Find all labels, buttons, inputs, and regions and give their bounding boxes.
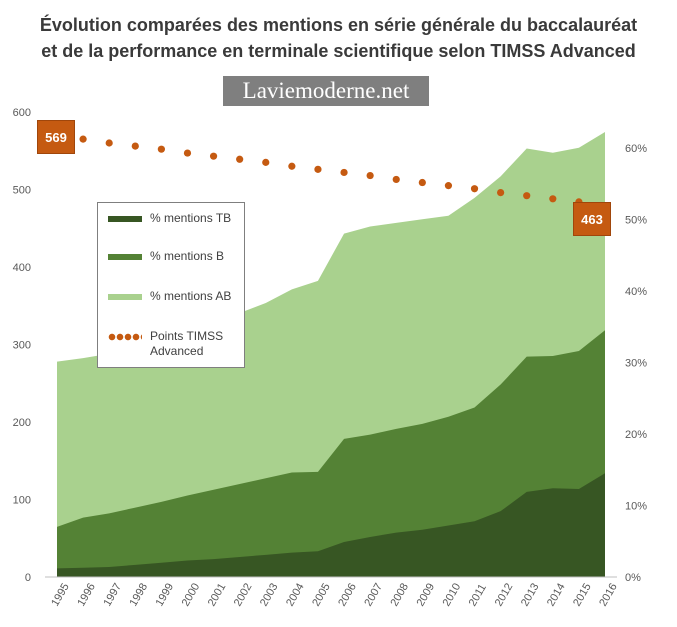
x-tick-2004: 2004	[284, 581, 307, 608]
y-left-tick-200: 200	[13, 417, 31, 429]
y-left-tick-600: 600	[13, 107, 31, 119]
x-tick-2014: 2014	[545, 581, 568, 608]
area-series-tb	[57, 473, 605, 577]
x-tick-1996: 1996	[75, 581, 98, 608]
chart-title: Évolution comparées des mentions en séri…	[0, 12, 677, 64]
x-tick-2010: 2010	[441, 581, 464, 608]
y-right-tick-60: 60%	[625, 143, 647, 155]
y-left-tick-400: 400	[13, 262, 31, 274]
y-left-tick-0: 0	[25, 572, 31, 584]
y-right-tick-40: 40%	[625, 286, 647, 298]
y-left-tick-100: 100	[13, 495, 31, 507]
x-tick-2006: 2006	[336, 581, 359, 608]
timss-point-2004	[288, 162, 296, 170]
x-tick-1999: 1999	[154, 581, 177, 608]
legend: % mentions TB % mentions B % mentions AB…	[97, 202, 245, 368]
legend-label-tb: % mentions TB	[150, 211, 232, 225]
x-tick-2002: 2002	[232, 581, 255, 608]
x-tick-1997: 1997	[101, 581, 124, 608]
timss-point-2005	[314, 165, 322, 173]
y-right-tick-20: 20%	[625, 429, 647, 441]
timss-point-2001	[209, 152, 218, 160]
timss-point-2002	[236, 155, 244, 163]
x-tick-2011: 2011	[467, 582, 489, 608]
x-tick-2005: 2005	[310, 581, 333, 608]
timss-point-2012	[497, 189, 505, 197]
y-right-tick-30: 30%	[625, 357, 647, 369]
x-tick-2013: 2013	[519, 581, 542, 608]
y-left-tick-500: 500	[13, 185, 31, 197]
timss-point-2006	[340, 168, 348, 177]
x-tick-1998: 1998	[127, 581, 150, 608]
legend-label-b: % mentions B	[150, 249, 225, 263]
x-tick-2012: 2012	[493, 581, 516, 608]
legend-swatch-b	[108, 254, 142, 260]
timss-point-1999	[157, 145, 165, 153]
timss-point-2010	[444, 182, 453, 190]
timss-point-2008	[392, 175, 400, 184]
timss-point-1997	[105, 139, 113, 147]
timss-point-2003	[262, 158, 270, 166]
timss-point-2013	[523, 192, 531, 200]
timss-point-2000	[183, 149, 192, 157]
y-right-tick-10: 10%	[625, 500, 647, 512]
legend-label-timss: Points TIMSS Advanced	[150, 329, 224, 358]
callout-start-value: 569	[37, 120, 75, 154]
legend-label-ab: % mentions AB	[150, 289, 232, 303]
timss-point-1996	[79, 135, 87, 143]
timss-point-2014	[549, 195, 557, 203]
timss-point-2007	[366, 171, 374, 180]
x-tick-2008: 2008	[388, 581, 411, 608]
x-tick-2001: 2001	[206, 581, 229, 608]
timss-point-2009	[418, 178, 426, 187]
y-right-tick-0: 0%	[625, 572, 641, 584]
legend-swatch-tb	[108, 216, 142, 222]
x-tick-2003: 2003	[258, 581, 281, 608]
legend-swatch-timss	[108, 333, 142, 341]
y-left-tick-300: 300	[13, 340, 31, 352]
x-tick-2015: 2015	[571, 581, 594, 608]
timss-point-2011	[470, 185, 479, 193]
chart-title-line-2: et de la performance en terminale scient…	[41, 41, 636, 61]
y-right-tick-50: 50%	[625, 214, 647, 226]
x-tick-2007: 2007	[362, 581, 385, 608]
x-tick-2000: 2000	[180, 581, 203, 608]
area-series-b	[57, 330, 605, 577]
watermark: Laviemoderne.net	[223, 76, 429, 106]
x-tick-2016: 2016	[597, 581, 620, 608]
callout-end-value: 463	[573, 202, 611, 236]
legend-swatch-ab	[108, 294, 142, 300]
x-tick-1995: 1995	[49, 581, 72, 608]
chart-title-line-1: Évolution comparées des mentions en séri…	[39, 15, 638, 35]
timss-point-1998	[131, 142, 139, 150]
x-tick-2009: 2009	[415, 581, 438, 608]
